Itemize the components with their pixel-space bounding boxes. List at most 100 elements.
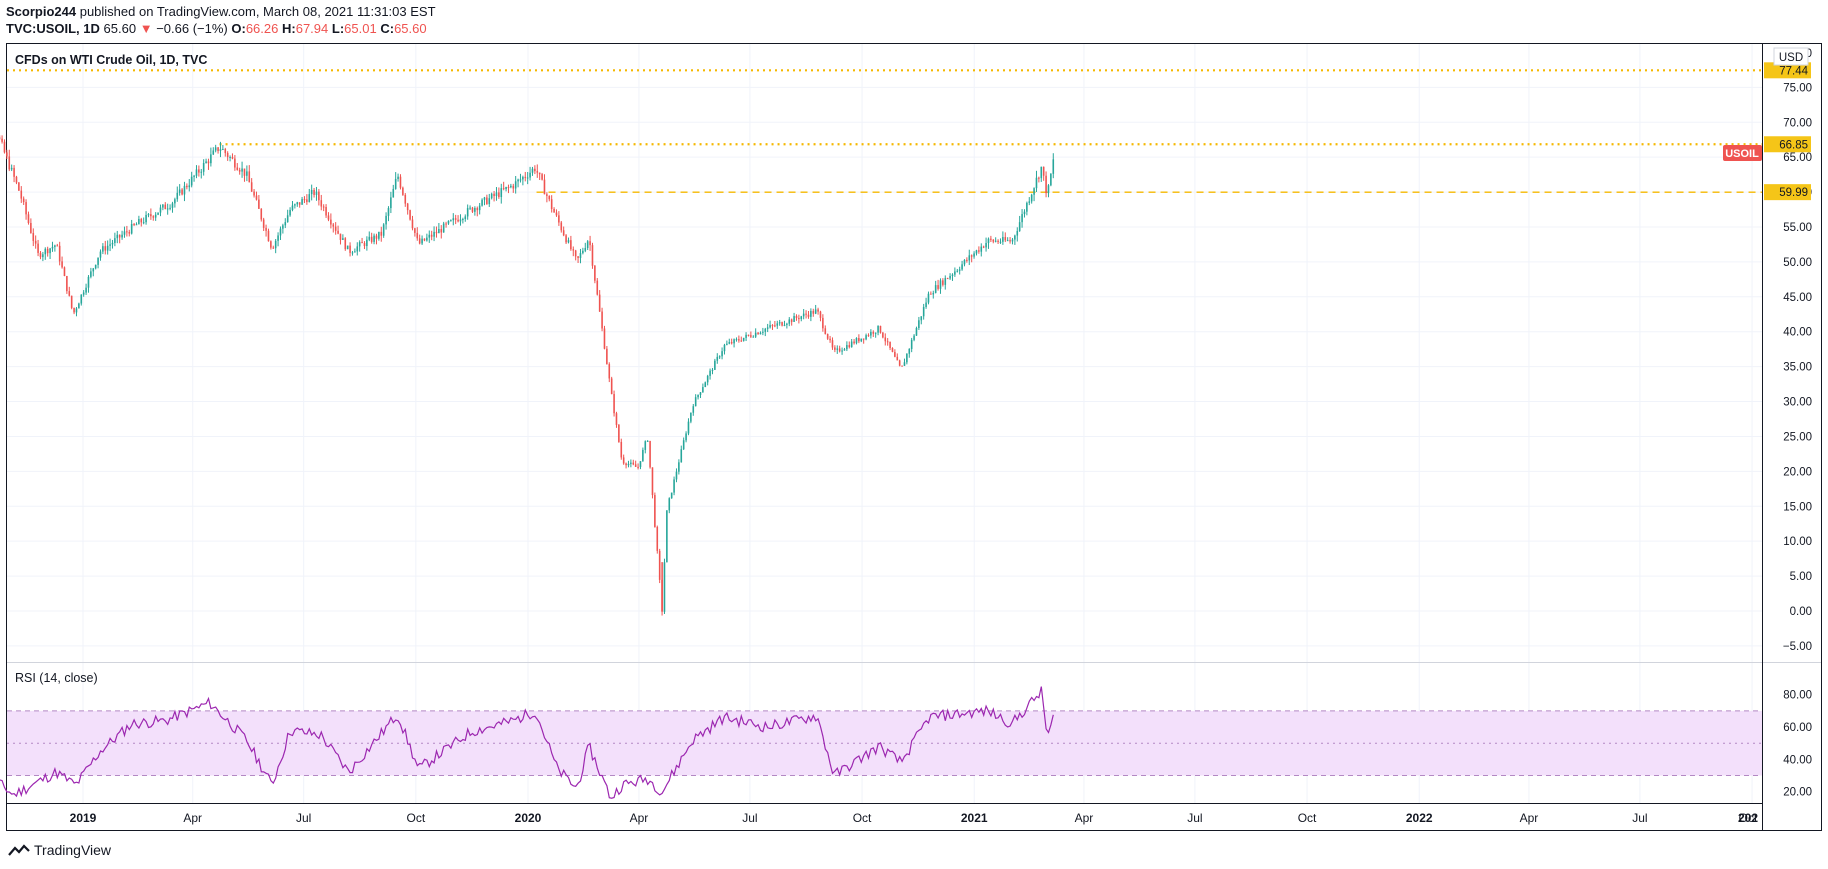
candle-body[interactable] bbox=[128, 232, 131, 234]
candle-body[interactable] bbox=[166, 208, 169, 210]
candle-body[interactable] bbox=[896, 356, 899, 361]
candle-body[interactable] bbox=[601, 311, 603, 329]
candle-body[interactable] bbox=[759, 332, 762, 335]
candle-body[interactable] bbox=[303, 199, 306, 201]
candle-body[interactable] bbox=[440, 229, 443, 233]
candle-body[interactable] bbox=[193, 175, 195, 177]
candlestick-series[interactable] bbox=[0, 83, 1055, 616]
candle-body[interactable] bbox=[15, 176, 18, 183]
candle-body[interactable] bbox=[272, 247, 275, 249]
candle-body[interactable] bbox=[685, 433, 687, 441]
candle-body[interactable] bbox=[75, 308, 78, 313]
candle-body[interactable] bbox=[668, 498, 671, 511]
candle-body[interactable] bbox=[951, 274, 954, 276]
candle-body[interactable] bbox=[915, 327, 918, 336]
candle-body[interactable] bbox=[334, 226, 337, 231]
candle-body[interactable] bbox=[618, 424, 620, 442]
candle-body[interactable] bbox=[901, 365, 903, 367]
candle-body[interactable] bbox=[802, 313, 805, 317]
candle-body[interactable] bbox=[747, 334, 750, 336]
candle-body[interactable] bbox=[49, 248, 51, 254]
candle-body[interactable] bbox=[778, 322, 781, 324]
candle-body[interactable] bbox=[596, 280, 599, 295]
candle-body[interactable] bbox=[886, 341, 889, 343]
candle-body[interactable] bbox=[404, 194, 407, 204]
candle-body[interactable] bbox=[584, 248, 587, 251]
candle-body[interactable] bbox=[771, 325, 774, 327]
candle-body[interactable] bbox=[973, 253, 975, 257]
candle-body[interactable] bbox=[135, 224, 138, 226]
candle-body[interactable] bbox=[932, 292, 935, 295]
candle-body[interactable] bbox=[985, 243, 987, 248]
candle-body[interactable] bbox=[982, 246, 985, 248]
candle-body[interactable] bbox=[385, 215, 387, 225]
candle-body[interactable] bbox=[970, 255, 973, 257]
candle-body[interactable] bbox=[692, 406, 695, 413]
candle-body[interactable] bbox=[870, 331, 872, 336]
rsi-axis[interactable]: 20.00 40.00 60.00 80.00 bbox=[1783, 690, 1812, 799]
candle-body[interactable] bbox=[366, 239, 368, 247]
candle-body[interactable] bbox=[63, 267, 66, 277]
candle-body[interactable] bbox=[20, 190, 23, 199]
candle-body[interactable] bbox=[219, 149, 222, 151]
candle-body[interactable] bbox=[680, 449, 683, 463]
candle-body[interactable] bbox=[70, 295, 73, 308]
candle-body[interactable] bbox=[728, 342, 731, 344]
candle-body[interactable] bbox=[471, 207, 474, 212]
candle-body[interactable] bbox=[764, 328, 767, 332]
candle-body[interactable] bbox=[8, 156, 11, 170]
candle-body[interactable] bbox=[1052, 159, 1055, 174]
candle-body[interactable] bbox=[258, 199, 260, 209]
candle-body[interactable] bbox=[99, 251, 102, 258]
candle-body[interactable] bbox=[332, 224, 335, 227]
candle-body[interactable] bbox=[394, 178, 397, 189]
candle-body[interactable] bbox=[812, 310, 815, 314]
candle-body[interactable] bbox=[411, 219, 414, 229]
candle-body[interactable] bbox=[37, 243, 39, 253]
candle-body[interactable] bbox=[663, 562, 666, 612]
candle-body[interactable] bbox=[126, 231, 128, 233]
candle-body[interactable] bbox=[318, 191, 320, 201]
candle-body[interactable] bbox=[639, 461, 642, 467]
candle-body[interactable] bbox=[742, 337, 745, 341]
candle-body[interactable] bbox=[903, 362, 906, 366]
candle-body[interactable] bbox=[939, 280, 942, 289]
candle-body[interactable] bbox=[294, 204, 296, 206]
candle-body[interactable] bbox=[426, 237, 428, 241]
candle-body[interactable] bbox=[27, 214, 30, 223]
candle-body[interactable] bbox=[346, 245, 349, 250]
candle-body[interactable] bbox=[562, 230, 565, 236]
candle-body[interactable] bbox=[154, 214, 157, 218]
candle-body[interactable] bbox=[229, 156, 231, 158]
candle-body[interactable] bbox=[459, 219, 462, 222]
candle-body[interactable] bbox=[879, 325, 882, 333]
candle-body[interactable] bbox=[718, 356, 721, 358]
candle-body[interactable] bbox=[178, 189, 181, 193]
candle-body[interactable] bbox=[838, 348, 841, 352]
candle-body[interactable] bbox=[632, 462, 635, 465]
candle-body[interactable] bbox=[591, 245, 594, 266]
candle-body[interactable] bbox=[678, 462, 680, 472]
candle-body[interactable] bbox=[949, 275, 951, 279]
candle-body[interactable] bbox=[25, 202, 27, 215]
candle-body[interactable] bbox=[164, 204, 167, 210]
candle-body[interactable] bbox=[673, 479, 675, 493]
candle-body[interactable] bbox=[1045, 175, 1047, 194]
candle-body[interactable] bbox=[699, 392, 702, 395]
candle-body[interactable] bbox=[992, 239, 995, 242]
candle-body[interactable] bbox=[106, 245, 109, 251]
candle-body[interactable] bbox=[819, 311, 822, 318]
candle-body[interactable] bbox=[536, 171, 539, 173]
candle-body[interactable] bbox=[241, 168, 243, 172]
candle-body[interactable] bbox=[997, 240, 999, 242]
candle-body[interactable] bbox=[622, 457, 625, 464]
candle-body[interactable] bbox=[841, 350, 843, 352]
candle-body[interactable] bbox=[250, 182, 253, 192]
candle-body[interactable] bbox=[495, 192, 498, 197]
candle-body[interactable] bbox=[262, 219, 265, 228]
candle-body[interactable] bbox=[913, 335, 915, 340]
candle-body[interactable] bbox=[942, 280, 944, 285]
candle-body[interactable] bbox=[234, 158, 236, 168]
candle-body[interactable] bbox=[922, 306, 925, 317]
candle-body[interactable] bbox=[550, 199, 553, 209]
